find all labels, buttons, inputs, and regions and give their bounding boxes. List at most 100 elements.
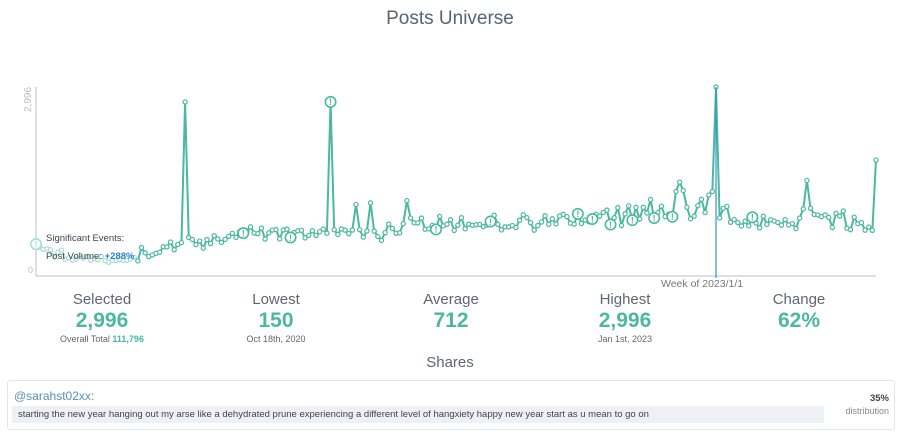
data-point xyxy=(211,233,217,239)
event-marker-label: ! xyxy=(671,212,674,222)
data-point xyxy=(138,244,145,251)
data-point xyxy=(196,238,203,244)
data-point xyxy=(142,250,148,256)
event-marker xyxy=(237,227,250,240)
data-point xyxy=(600,209,606,216)
data-point xyxy=(691,213,697,219)
data-point xyxy=(444,221,450,227)
event-marker xyxy=(586,212,599,225)
data-point xyxy=(800,206,806,212)
data-point xyxy=(302,235,308,241)
data-point xyxy=(789,220,796,227)
share-card[interactable]: @sarahst02xx: starting the new year hang… xyxy=(7,380,895,430)
stat-sub: Overall Total 111,796 xyxy=(17,334,187,344)
data-point xyxy=(873,157,879,163)
stat-label: Change xyxy=(772,291,826,308)
data-point xyxy=(793,225,799,232)
stat-value: 2,996 xyxy=(75,309,129,332)
data-point xyxy=(680,187,686,194)
event-marker-label: ! xyxy=(35,239,38,249)
data-point xyxy=(404,197,410,204)
stat-sub: Oct 18th, 2020 xyxy=(246,334,306,344)
page-title: Posts Universe xyxy=(386,8,514,29)
share-user[interactable]: @sarahst02xx: xyxy=(14,389,95,403)
data-point xyxy=(73,256,79,262)
data-point xyxy=(709,188,716,195)
data-point xyxy=(386,221,392,227)
data-point xyxy=(564,213,570,220)
stat-sub: Jan 1st, 2023 xyxy=(597,334,653,344)
data-point xyxy=(822,212,828,218)
event-marker-label: ! xyxy=(591,214,594,224)
data-point xyxy=(538,219,545,225)
data-point xyxy=(273,226,279,233)
data-point xyxy=(76,252,83,258)
event-marker xyxy=(29,238,42,251)
data-point xyxy=(207,240,214,247)
data-point xyxy=(604,207,610,213)
stat-value: 150 xyxy=(258,309,294,332)
event-marker xyxy=(571,207,584,220)
event-marker-label: ! xyxy=(435,225,438,235)
data-point xyxy=(95,257,101,263)
data-point xyxy=(676,179,683,185)
data-point xyxy=(764,221,770,228)
event-marker-label: ! xyxy=(242,228,245,238)
data-point xyxy=(407,215,414,221)
data-point xyxy=(167,239,174,245)
event-marker xyxy=(429,223,442,236)
data-point xyxy=(847,226,854,233)
event-marker xyxy=(484,215,497,228)
data-point xyxy=(375,233,381,240)
posts-line-chart[interactable]: 2,996 0!!!!!!!!!!!!! xyxy=(0,0,900,300)
data-point xyxy=(171,247,177,253)
data-point xyxy=(829,224,836,231)
stat-value: 62% xyxy=(777,309,821,332)
data-point xyxy=(553,221,559,227)
data-point xyxy=(276,236,283,242)
data-point xyxy=(400,220,406,227)
event-marker xyxy=(648,212,661,225)
data-point xyxy=(66,255,72,261)
data-point xyxy=(498,227,505,233)
data-point xyxy=(313,232,319,239)
data-point xyxy=(382,229,388,236)
data-point xyxy=(349,227,356,233)
data-point xyxy=(840,208,846,214)
data-point xyxy=(851,214,857,220)
data-point xyxy=(622,211,628,217)
stat-change: Change 62% xyxy=(714,291,884,333)
event-marker xyxy=(666,210,679,223)
event-marker-label: ! xyxy=(289,233,292,243)
data-point xyxy=(618,222,625,229)
data-point xyxy=(378,237,385,244)
data-point xyxy=(644,210,650,216)
data-point xyxy=(178,239,185,246)
data-point xyxy=(858,219,865,226)
stat-value: 2,996 xyxy=(598,309,652,332)
data-point xyxy=(316,228,323,235)
data-point xyxy=(266,230,272,236)
data-point xyxy=(862,227,868,233)
data-point xyxy=(418,215,425,221)
share-percent-label: distribution xyxy=(845,406,889,416)
data-point xyxy=(335,231,341,238)
data-point xyxy=(458,215,465,221)
data-point xyxy=(255,230,261,237)
data-point xyxy=(415,220,421,226)
stat-lowest: Lowest 150 Oct 18th, 2020 xyxy=(191,291,361,344)
data-point xyxy=(742,218,748,224)
data-point xyxy=(796,215,803,221)
data-point xyxy=(298,227,305,233)
share-percent: 35% xyxy=(869,393,889,404)
data-point xyxy=(804,177,810,184)
data-point xyxy=(647,196,654,203)
data-point xyxy=(807,205,814,212)
data-point xyxy=(346,230,352,237)
stat-highest: Highest 2,996 Jan 1st, 2023 xyxy=(540,291,710,344)
data-point xyxy=(756,225,763,231)
tooltip-events-label: Significant Events: xyxy=(46,233,125,244)
event-marker xyxy=(626,214,639,227)
data-point xyxy=(284,226,290,232)
event-marker-label: ! xyxy=(489,217,492,227)
